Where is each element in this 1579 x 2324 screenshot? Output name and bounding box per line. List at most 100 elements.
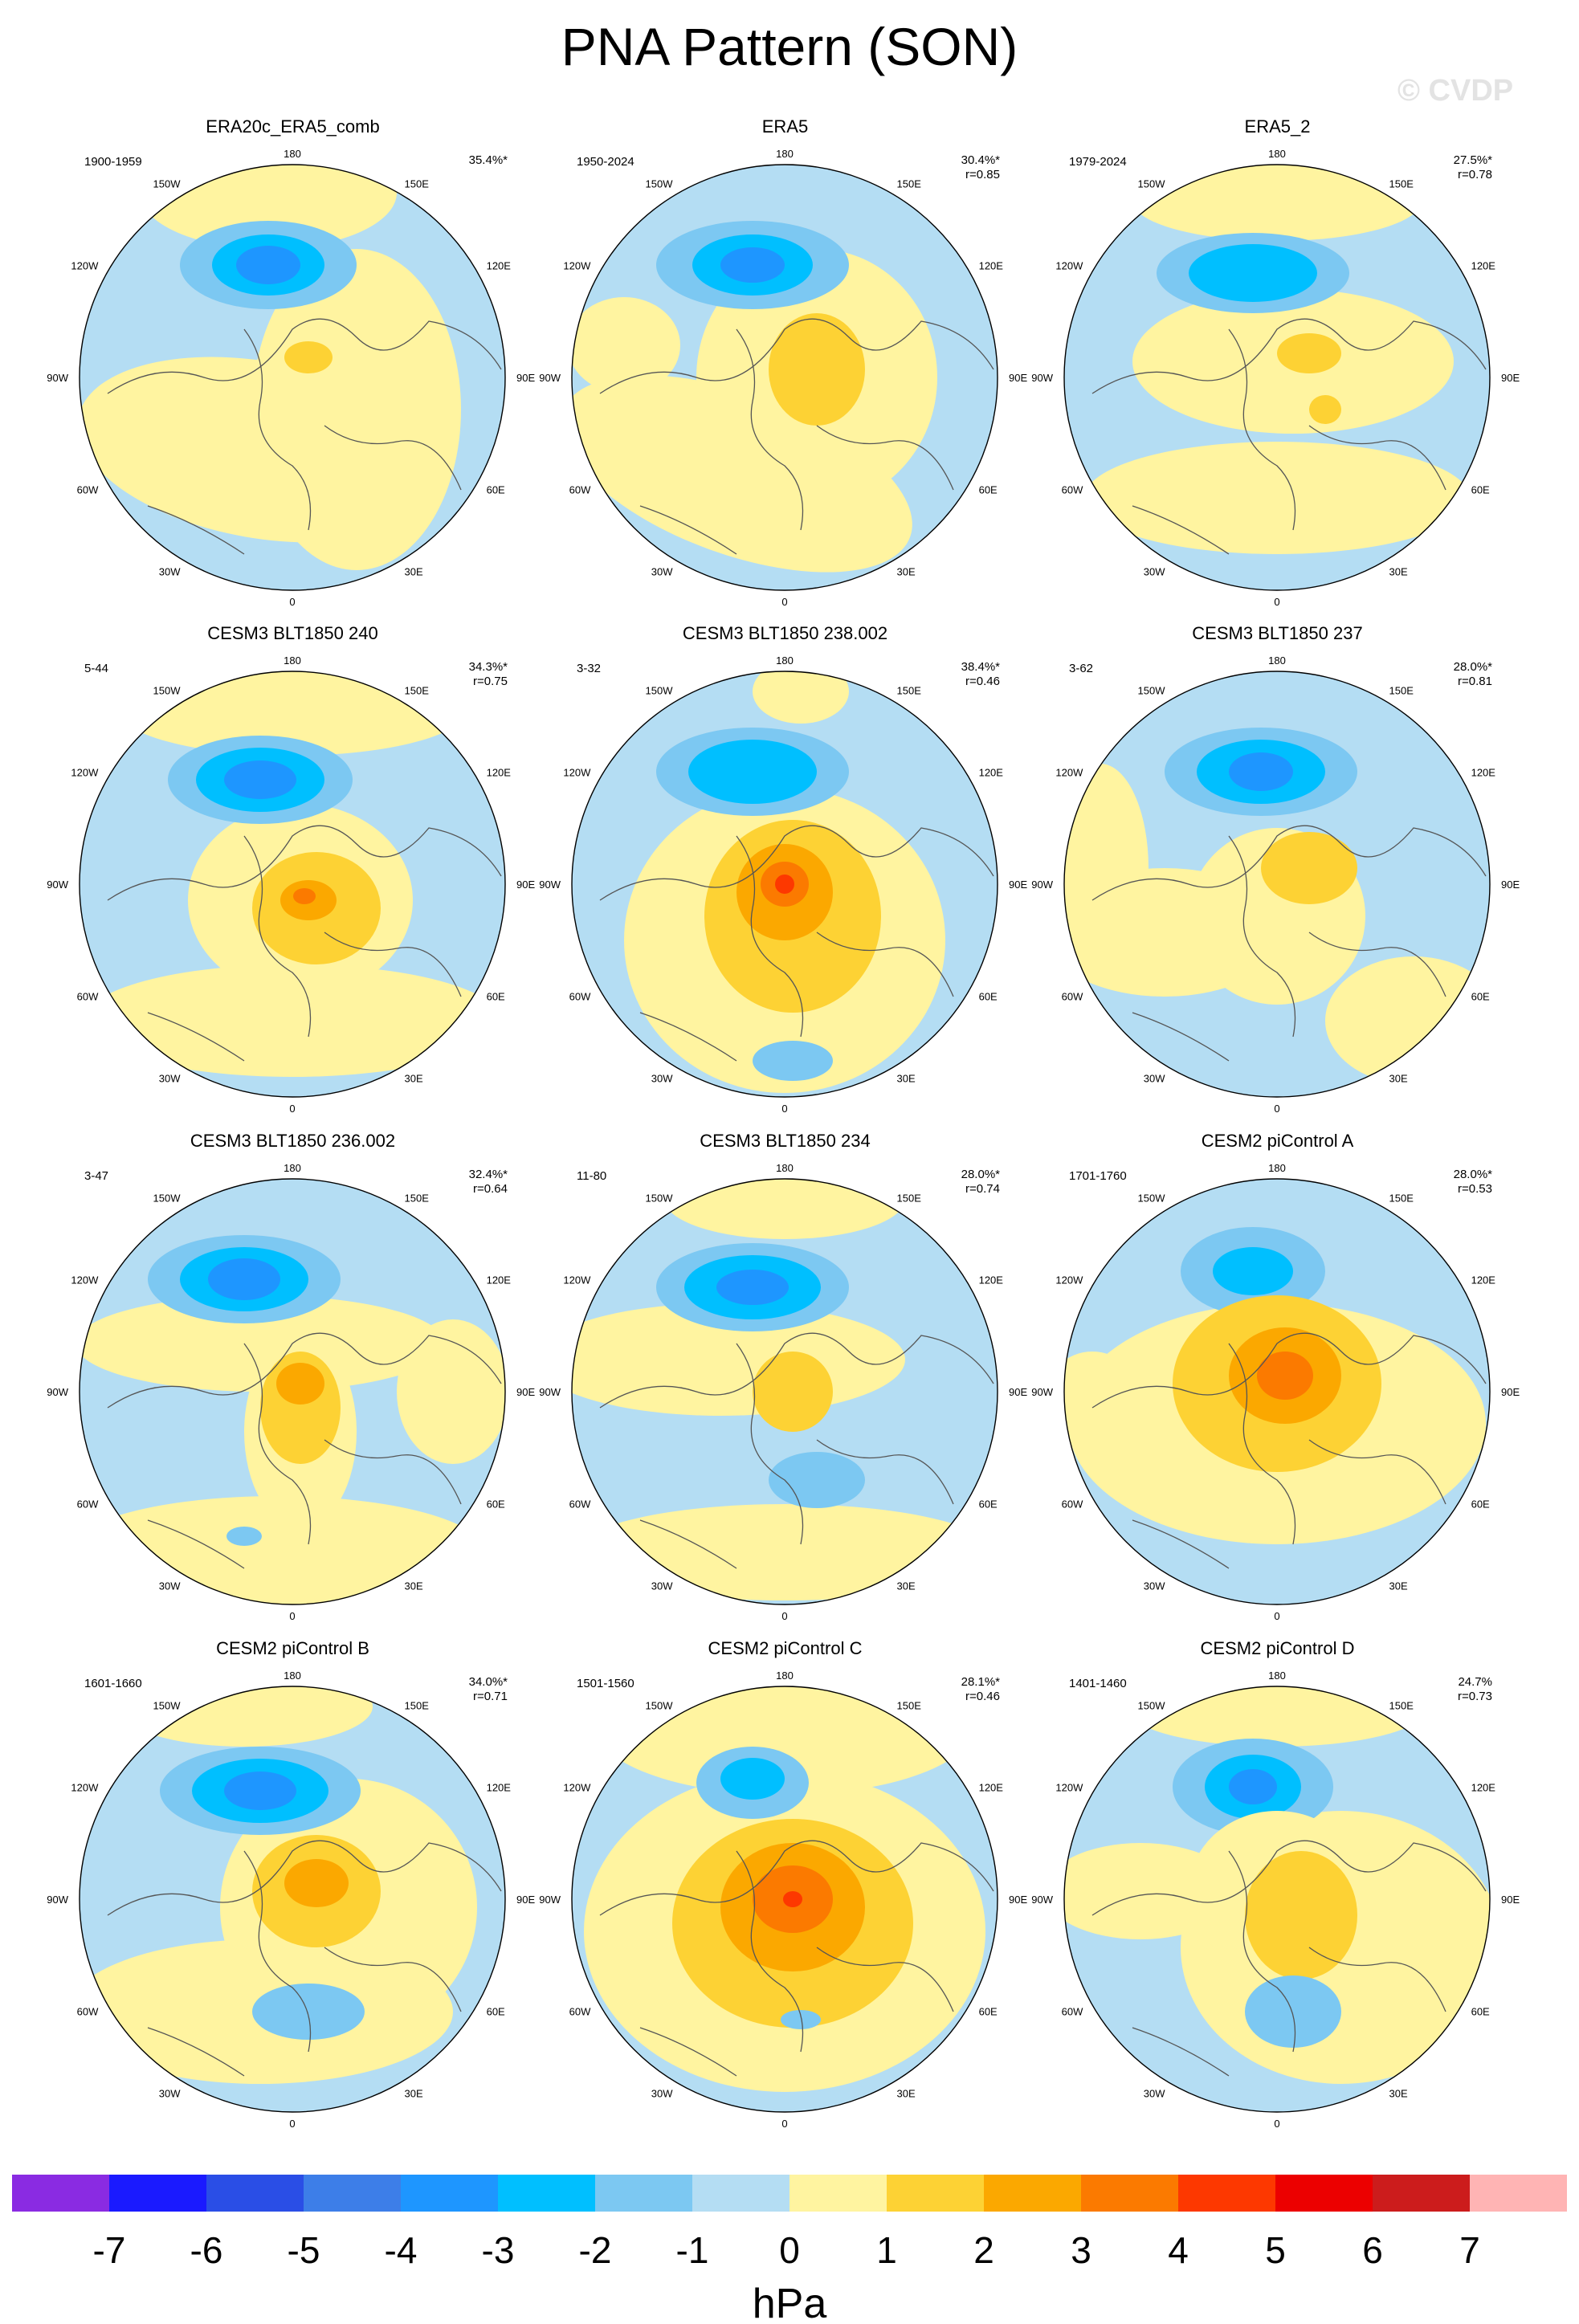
longitude-label: 180 xyxy=(284,1670,301,1682)
anomaly-contour xyxy=(226,1527,262,1546)
map-panel: 180 150E 120E 90E 60E 30E 0 30W 60W 90W 120W 150W CE… xyxy=(538,623,1032,1121)
longitude-label: 150E xyxy=(897,1699,922,1711)
variance-explained: 34.3%* xyxy=(468,660,508,674)
longitude-label: 30W xyxy=(159,1580,181,1592)
longitude-label: 0 xyxy=(1274,2118,1279,2130)
longitude-label: 60E xyxy=(979,1498,998,1511)
colorbar-box xyxy=(206,2175,304,2212)
longitude-label: 150E xyxy=(897,1192,922,1204)
colorbar-tick-label: 0 xyxy=(779,2229,800,2271)
longitude-label: 60E xyxy=(979,2006,998,2018)
map-boundary xyxy=(571,1686,998,2113)
panel-stats: 28.0%* r=0.74 xyxy=(961,1168,1000,1197)
panel-title: ERA5 xyxy=(761,116,809,137)
coastline xyxy=(599,1332,994,1569)
anomaly-contour xyxy=(1309,395,1341,424)
longitude-label: 150W xyxy=(646,1699,674,1711)
polar-map: 180 150E 120E 90E 60E 30E 0 30W 60W 90W 120W 150W xyxy=(539,1162,1027,1622)
pattern-correlation: r=0.78 xyxy=(1458,168,1492,181)
longitude-label: 0 xyxy=(289,1610,295,1622)
longitude-label: 60W xyxy=(1062,1498,1083,1511)
longitude-label: 150E xyxy=(897,177,922,190)
longitude-label: 180 xyxy=(776,1162,794,1174)
longitude-label: 60E xyxy=(487,1498,505,1511)
longitude-label: 60E xyxy=(487,484,505,496)
panel-stats: 30.4%* r=0.85 xyxy=(961,153,1000,182)
longitude-label: 90E xyxy=(516,879,535,891)
longitude-label: 30E xyxy=(1389,566,1408,578)
longitude-label: 90E xyxy=(1501,1386,1520,1398)
anomaly-contour xyxy=(236,246,300,284)
colorbar-box xyxy=(1373,2175,1470,2212)
longitude-label: 90W xyxy=(1031,879,1053,891)
longitude-label: 30W xyxy=(1144,1073,1165,1085)
longitude-label: 90W xyxy=(47,1386,68,1398)
longitude-label: 150E xyxy=(1389,1699,1414,1711)
panel-stats: 28.0%* r=0.53 xyxy=(1454,1168,1492,1197)
map-boundary xyxy=(571,1178,998,1605)
longitude-label: 120W xyxy=(1055,1782,1083,1794)
anomaly-contour xyxy=(1277,333,1341,373)
longitude-label: 90E xyxy=(1009,879,1027,891)
anomaly-contour xyxy=(720,247,785,283)
longitude-label: 150E xyxy=(405,1699,430,1711)
longitude-label: 60W xyxy=(77,484,99,496)
longitude-label: 150W xyxy=(153,684,182,696)
colorbar-box xyxy=(1470,2175,1567,2212)
anomaly-contour xyxy=(783,1891,802,1907)
longitude-label: 120E xyxy=(979,1274,1004,1286)
colorbar-box xyxy=(984,2175,1081,2212)
variance-explained: 35.4%* xyxy=(468,153,508,167)
longitude-label: 120E xyxy=(487,1274,512,1286)
longitude-label: 60W xyxy=(77,991,99,1003)
anomaly-contour xyxy=(116,1686,373,1747)
longitude-label: 150W xyxy=(646,684,674,696)
longitude-label: 180 xyxy=(1268,654,1286,667)
pattern-correlation: r=0.71 xyxy=(473,1690,508,1703)
longitude-label: 120E xyxy=(487,1782,512,1794)
coastline xyxy=(599,1840,994,2077)
longitude-label: 30W xyxy=(651,566,673,578)
longitude-label: 90E xyxy=(1009,372,1027,384)
panel-period: 1979-2024 xyxy=(1069,155,1127,169)
map-panel: 180 150E 120E 90E 60E 30E 0 30W 60W 90W 120W 150W ER… xyxy=(538,116,1032,614)
anomaly-contour xyxy=(572,375,912,573)
coastline xyxy=(1091,825,1487,1062)
longitude-label: 30E xyxy=(1389,1073,1408,1085)
watermark: © CVDP xyxy=(1397,74,1514,108)
panel-period: 3-47 xyxy=(84,1169,109,1183)
longitude-label: 90W xyxy=(47,879,68,891)
colorbar-tick-label: -5 xyxy=(288,2229,320,2271)
anomaly-contour xyxy=(1064,1352,1140,1448)
anomaly-contour xyxy=(775,875,794,894)
panel-title: CESM3 BLT1850 236.002 xyxy=(190,1131,396,1151)
colorbar-box xyxy=(692,2175,790,2212)
longitude-label: 90W xyxy=(47,1894,68,1906)
anomaly-contour xyxy=(252,1984,365,2040)
longitude-label: 120E xyxy=(979,1782,1004,1794)
anomaly-contour xyxy=(688,740,817,804)
map-boundary xyxy=(571,164,998,591)
coastline xyxy=(1091,1840,1487,2077)
colorbar-tick-label: 3 xyxy=(1071,2229,1091,2271)
colorbar-tick-label: -4 xyxy=(385,2229,418,2271)
coastline xyxy=(107,1332,502,1569)
map-boundary xyxy=(1063,164,1491,591)
anomaly-contour xyxy=(1064,764,1149,972)
anomaly-contour xyxy=(572,297,680,393)
anomaly-contour xyxy=(753,1352,833,1432)
longitude-label: 90W xyxy=(539,1894,561,1906)
anomaly-contour xyxy=(769,1452,865,1508)
anomaly-contour xyxy=(84,964,501,1077)
panel-period: 3-32 xyxy=(577,662,602,675)
colorbar: -7 -6 -5 -4 -3 -2 -1 0 1 2 3 4 5 6 7 hPa xyxy=(12,2175,1567,2324)
longitude-label: 120W xyxy=(71,260,99,272)
anomaly-contour xyxy=(1325,956,1490,1085)
panel-period: 1401-1460 xyxy=(1069,1677,1127,1690)
longitude-label: 150E xyxy=(1389,1192,1414,1204)
panel-period: 1950-2024 xyxy=(577,155,634,169)
longitude-label: 180 xyxy=(284,1162,301,1174)
longitude-label: 90W xyxy=(1031,1894,1053,1906)
colorbar-box xyxy=(1275,2175,1373,2212)
panel-stats: 24.7% r=0.73 xyxy=(1458,1675,1492,1704)
